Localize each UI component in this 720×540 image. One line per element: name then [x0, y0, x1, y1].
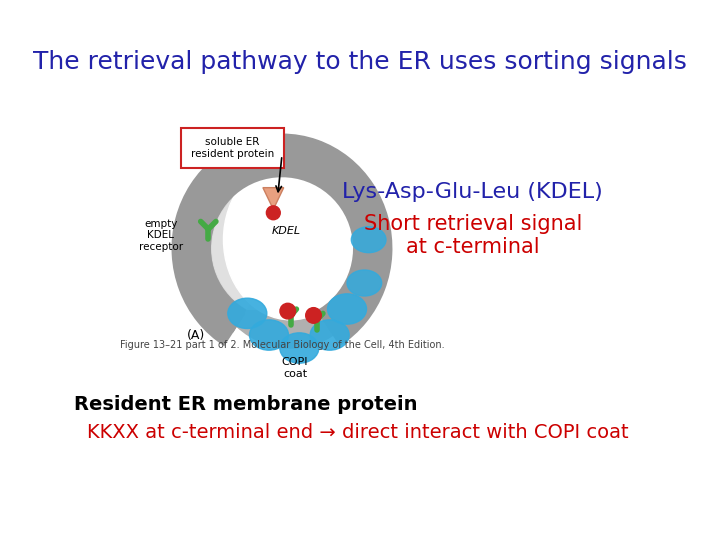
Ellipse shape [310, 320, 349, 350]
Ellipse shape [328, 294, 366, 324]
Text: The retrieval pathway to the ER uses sorting signals: The retrieval pathway to the ER uses sor… [33, 50, 687, 74]
Circle shape [306, 308, 321, 323]
Ellipse shape [228, 298, 267, 328]
Text: COPI
coat: COPI coat [282, 357, 308, 379]
Polygon shape [263, 188, 284, 210]
Ellipse shape [351, 227, 386, 253]
Polygon shape [211, 177, 353, 310]
Text: soluble ER
resident protein: soluble ER resident protein [191, 137, 274, 159]
Circle shape [280, 303, 296, 319]
FancyBboxPatch shape [181, 128, 284, 168]
Text: Figure 13–21 part 1 of 2. Molecular Biology of the Cell, 4th Edition.: Figure 13–21 part 1 of 2. Molecular Biol… [120, 340, 444, 350]
Polygon shape [212, 178, 352, 310]
Text: KKXX at c-terminal end → direct interact with COPI coat: KKXX at c-terminal end → direct interact… [87, 423, 629, 442]
Text: Short retrieval signal
at c-terminal: Short retrieval signal at c-terminal [364, 214, 582, 257]
Text: Lys-Asp-Glu-Leu (KDEL): Lys-Asp-Glu-Leu (KDEL) [342, 182, 603, 202]
Polygon shape [185, 151, 379, 333]
Ellipse shape [204, 148, 377, 348]
Text: KDEL: KDEL [271, 226, 301, 236]
Ellipse shape [280, 333, 319, 363]
Circle shape [266, 206, 280, 220]
Text: empty
KDEL
receptor: empty KDEL receptor [138, 219, 183, 252]
Text: Resident ER membrane protein: Resident ER membrane protein [74, 395, 418, 414]
Text: (A): (A) [186, 328, 205, 341]
Ellipse shape [223, 159, 358, 320]
Ellipse shape [249, 320, 289, 350]
Ellipse shape [347, 270, 382, 296]
